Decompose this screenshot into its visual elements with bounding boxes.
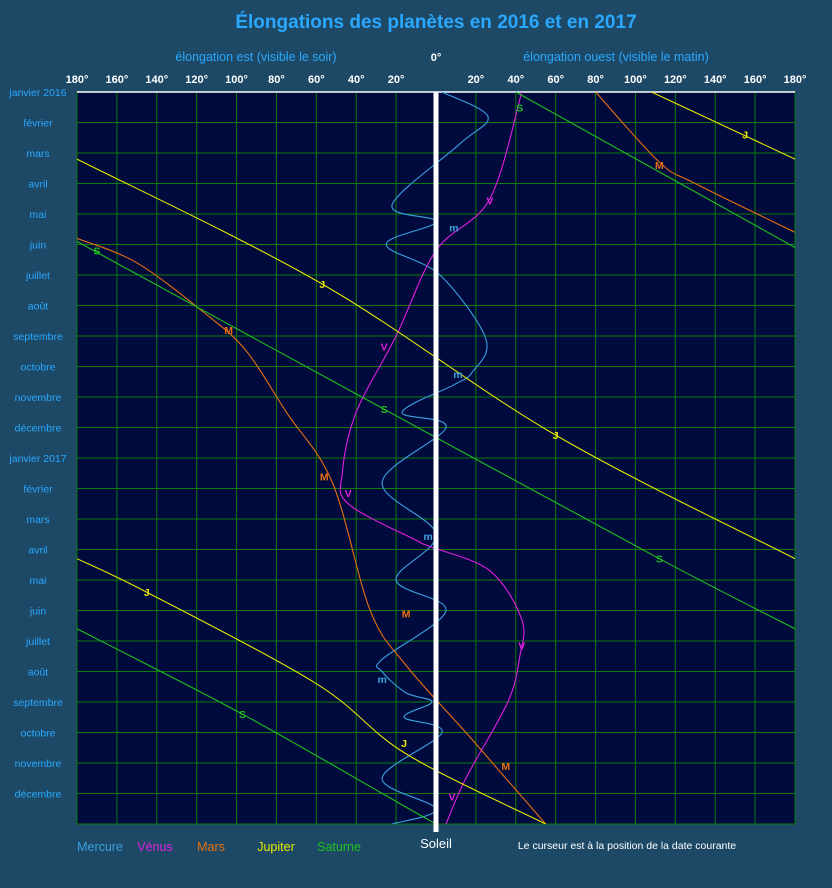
y-tick-label: septembre	[13, 331, 63, 343]
xlabel-zero: 0°	[431, 52, 442, 64]
mars-marker-label: M	[320, 471, 329, 483]
x-tick-label: 60°	[308, 74, 325, 86]
y-tick-label: janvier 2017	[8, 453, 66, 465]
y-tick-label: mars	[26, 148, 49, 160]
y-tick-label: septembre	[13, 697, 63, 709]
y-tick-label: novembre	[15, 758, 62, 770]
y-tick-label: octobre	[20, 728, 55, 740]
x-tick-labels: 180° 160° 140° 120° 100° 80° 60° 40° 20° 20° 40° 60…	[66, 74, 807, 86]
saturn-marker-label: S	[516, 102, 523, 114]
x-tick-label: 120°	[185, 74, 208, 86]
venus-marker-label: V	[381, 342, 388, 354]
y-tick-label: août	[28, 667, 49, 679]
y-tick-label: juillet	[25, 270, 50, 282]
jupiter-curve	[77, 558, 546, 824]
x-tick-label: 40°	[507, 74, 524, 86]
mars-curve	[595, 92, 795, 233]
x-tick-label: 160°	[106, 74, 129, 86]
x-tick-label: 140°	[704, 74, 727, 86]
x-tick-label: 20°	[468, 74, 485, 86]
x-tick-label: 160°	[744, 74, 767, 86]
y-tick-label: novembre	[15, 392, 62, 404]
legend-item: Mercure	[77, 840, 123, 854]
saturn-marker-label: S	[656, 554, 663, 566]
jupiter-marker-label: J	[144, 587, 150, 599]
mars-curve	[77, 237, 547, 824]
xlabel-west: élongation ouest (visible le matin)	[523, 50, 709, 64]
saturn-curve	[515, 92, 795, 248]
saturn-marker-label: S	[381, 404, 388, 416]
xlabel-east: élongation est (visible le soir)	[175, 50, 336, 64]
saturn-curve	[77, 628, 437, 824]
x-tick-label: 180°	[66, 74, 89, 86]
x-tick-label: 120°	[664, 74, 687, 86]
legend-item: Saturne	[317, 840, 361, 854]
chart-title: Élongations des planètes en 2016 et en 2…	[235, 11, 636, 33]
x-tick-label: 80°	[268, 74, 285, 86]
y-tick-label: juillet	[25, 636, 50, 648]
legend-item: Vénus	[137, 840, 172, 854]
mercury-marker-label: m	[377, 674, 386, 686]
venus-marker-label: V	[448, 792, 455, 804]
y-tick-label: juin	[29, 240, 47, 252]
jupiter-curve	[651, 92, 795, 160]
y-tick-label: avril	[28, 545, 47, 557]
y-tick-label: mars	[26, 514, 49, 526]
y-tick-labels: janvier 2016 février mars avril mai juin juill…	[8, 87, 66, 801]
x-tick-label: 140°	[145, 74, 168, 86]
jupiter-marker-label: J	[319, 279, 325, 291]
mars-marker-label: M	[402, 609, 411, 621]
x-tick-label: 180°	[784, 74, 807, 86]
sun-label: Soleil	[420, 836, 452, 851]
x-tick-label: 80°	[587, 74, 604, 86]
mars-marker-label: M	[501, 761, 510, 773]
y-tick-label: octobre	[20, 362, 55, 374]
y-tick-label: février	[23, 484, 53, 496]
mercury-marker-label: m	[453, 369, 462, 381]
y-tick-label: février	[23, 118, 53, 130]
x-tick-label: 60°	[547, 74, 564, 86]
footnote: Le curseur est à la position de la date …	[518, 840, 736, 852]
legend-item: Mars	[197, 840, 225, 854]
y-tick-label: mai	[30, 209, 47, 221]
venus-marker-label: V	[486, 195, 493, 207]
venus-marker-label: V	[518, 641, 525, 653]
y-tick-label: juin	[29, 606, 47, 618]
mars-marker-label: M	[655, 160, 664, 172]
jupiter-marker-label: J	[553, 430, 559, 442]
mercury-marker-label: m	[423, 531, 432, 543]
x-tick-label: 20°	[388, 74, 405, 86]
x-tick-label: 40°	[348, 74, 365, 86]
jupiter-marker-label: J	[401, 738, 407, 750]
y-tick-label: décembre	[15, 423, 62, 435]
saturn-marker-label: S	[93, 246, 100, 258]
y-tick-label: janvier 2016	[8, 87, 66, 99]
saturn-curve	[77, 241, 795, 630]
legend-item: Jupiter	[257, 840, 295, 854]
y-tick-label: décembre	[15, 789, 62, 801]
y-tick-label: mai	[30, 575, 47, 587]
x-tick-label: 100°	[225, 74, 248, 86]
venus-marker-label: V	[345, 488, 352, 500]
y-tick-label: avril	[28, 179, 47, 191]
saturn-marker-label: S	[239, 709, 246, 721]
mars-marker-label: M	[224, 325, 233, 337]
mercury-marker-label: m	[449, 223, 458, 235]
planet-markers: m m m m V V V V V M M M M M J J J J J S S S S S	[93, 102, 748, 803]
legend: Mercure Vénus Mars Jupiter Saturne	[77, 840, 361, 854]
y-tick-label: août	[28, 301, 49, 313]
jupiter-curve	[77, 158, 795, 560]
jupiter-marker-label: J	[742, 130, 748, 142]
x-tick-label: 100°	[624, 74, 647, 86]
